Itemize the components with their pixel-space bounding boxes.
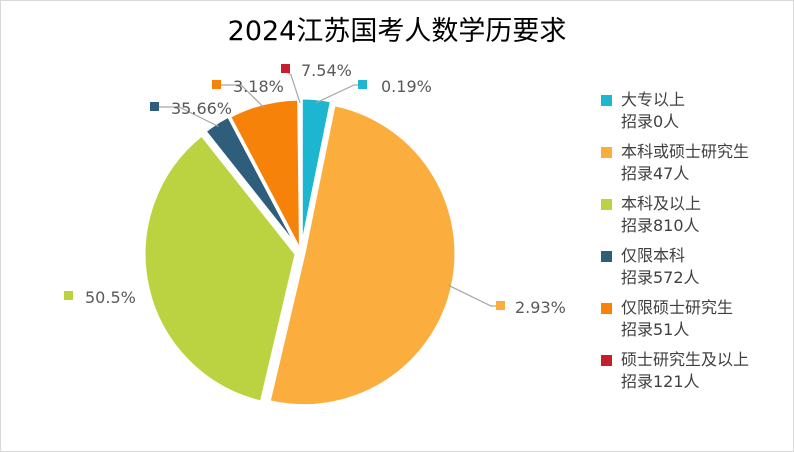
legend-line-4-1: 招录51人: [621, 320, 690, 339]
chart-title: 2024江苏国考人数学历要求: [227, 16, 567, 47]
legend-line-5-1: 招录121人: [621, 372, 700, 391]
legend-swatch-0: [601, 95, 612, 106]
pie-slice-1: [267, 102, 458, 408]
pie-slice-5: [297, 97, 303, 252]
legend: 大专以上招录0人本科或硕士研究生 招录47人本科及以上招录810人 仅限本科招录57…: [601, 89, 791, 401]
legend-line-4-0: 仅限硕士研究生: [621, 298, 734, 317]
legend-item-5: 硕士研究生及以上 招录121人: [601, 349, 791, 401]
legend-text-5: 硕士研究生及以上 招录121人: [621, 349, 749, 393]
leader-line-4: [214, 84, 265, 109]
label-marker-1: [496, 301, 505, 310]
legend-line-0-0: 大专以上: [621, 90, 686, 109]
data-label-4: 3.18%: [233, 77, 284, 96]
legend-swatch-1: [601, 147, 612, 158]
legend-line-2-1: 招录810人: [621, 216, 700, 235]
legend-line-3-0: 仅限本科: [621, 246, 686, 265]
leader-line-1: [448, 284, 498, 307]
legend-item-0: 大专以上招录0人: [601, 89, 791, 141]
legend-text-3: 仅限本科招录572人: [621, 245, 700, 289]
legend-swatch-3: [601, 251, 612, 262]
data-label-0: 0.19%: [381, 77, 432, 96]
leader-line-0: [315, 84, 360, 104]
label-marker-2: [64, 291, 73, 300]
legend-line-3-1: 招录572人: [621, 268, 700, 287]
label-marker-5: [281, 64, 290, 73]
legend-swatch-5: [601, 355, 612, 366]
legend-line-5-0: 硕士研究生及以上: [621, 350, 750, 369]
legend-text-4: 仅限硕士研究生 招录51人: [621, 297, 733, 341]
legend-line-1-0: 本科或硕士研究生: [621, 142, 750, 161]
data-label-5: 7.54%: [301, 61, 352, 80]
pie-slice-2: [142, 132, 298, 404]
legend-text-1: 本科或硕士研究生 招录47人: [621, 141, 749, 185]
legend-line-0-1: 招录0人: [621, 112, 680, 131]
data-label-1: 2.93%: [515, 298, 566, 317]
label-marker-4: [212, 80, 221, 89]
legend-line-1-1: 招录47人: [621, 164, 690, 183]
label-marker-3: [150, 102, 159, 111]
legend-text-2: 本科及以上招录810人: [621, 193, 701, 237]
legend-item-1: 本科或硕士研究生 招录47人: [601, 141, 791, 193]
legend-item-3: 仅限本科招录572人: [601, 245, 791, 297]
legend-item-4: 仅限硕士研究生 招录51人: [601, 297, 791, 349]
data-label-2: 50.5%: [85, 288, 136, 307]
label-marker-0: [358, 80, 367, 89]
legend-line-2-0: 本科及以上: [621, 194, 702, 213]
legend-swatch-4: [601, 303, 612, 314]
leader-line-3: [152, 106, 219, 128]
legend-swatch-2: [601, 199, 612, 210]
legend-text-0: 大专以上招录0人: [621, 89, 685, 133]
legend-item-2: 本科及以上招录810人: [601, 193, 791, 245]
data-label-3: 35.66%: [171, 99, 232, 118]
